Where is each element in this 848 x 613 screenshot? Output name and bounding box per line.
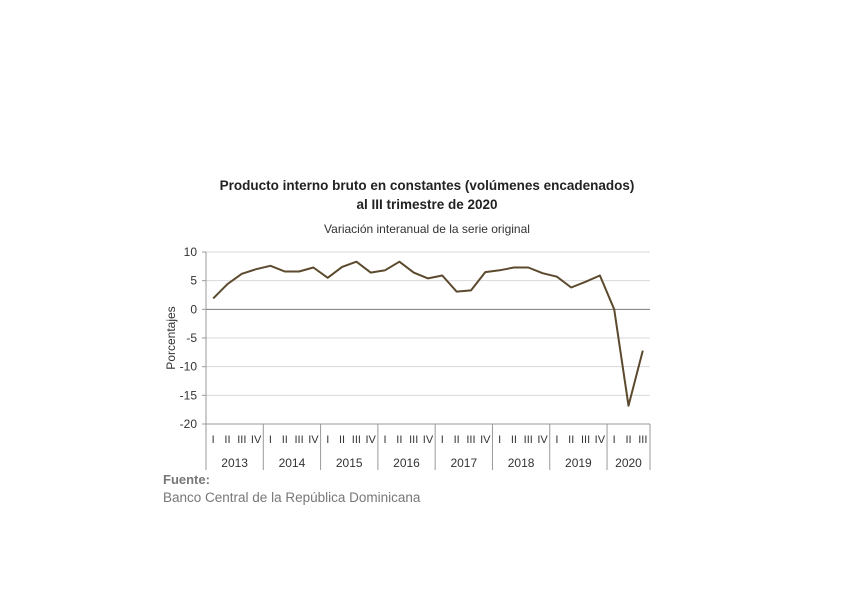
chart-title-line1: Producto interno bruto en constantes (vo… bbox=[219, 178, 635, 193]
quarter-tick-label: IV bbox=[537, 434, 548, 446]
chart-subtitle: Variación interanual de la serie origina… bbox=[324, 222, 530, 236]
quarter-tick-label: III bbox=[237, 434, 246, 446]
chart-title-line2: al III trimestre de 2020 bbox=[356, 197, 498, 212]
quarter-tick-label: IV bbox=[308, 434, 319, 446]
y-tick-label: 5 bbox=[190, 274, 197, 288]
quarter-tick-label: I bbox=[555, 434, 558, 446]
quarter-tick-label: I bbox=[384, 434, 387, 446]
quarter-tick-label: II bbox=[396, 434, 402, 446]
y-tick-label: 10 bbox=[184, 245, 198, 259]
year-label: 2016 bbox=[393, 456, 420, 470]
quarter-tick-label: II bbox=[224, 434, 230, 446]
y-tick-label: -15 bbox=[180, 388, 198, 402]
quarter-tick-label: II bbox=[625, 434, 631, 446]
source-text: Banco Central de la República Dominicana bbox=[163, 490, 421, 505]
quarter-tick-label: I bbox=[498, 434, 501, 446]
quarter-tick-label: I bbox=[212, 434, 215, 446]
quarter-tick-label: III bbox=[409, 434, 418, 446]
y-tick-label: -10 bbox=[180, 360, 198, 374]
source-label: Fuente: bbox=[163, 472, 210, 487]
year-label: 2020 bbox=[615, 456, 642, 470]
y-axis-label: Porcentajes bbox=[164, 306, 178, 369]
quarter-tick-label: II bbox=[511, 434, 517, 446]
year-label: 2018 bbox=[508, 456, 535, 470]
quarter-tick-label: I bbox=[441, 434, 444, 446]
quarter-tick-label: III bbox=[352, 434, 361, 446]
quarter-tick-label: IV bbox=[480, 434, 491, 446]
year-label: 2015 bbox=[336, 456, 363, 470]
quarter-tick-label: I bbox=[326, 434, 329, 446]
year-label: 2017 bbox=[450, 456, 477, 470]
quarter-tick-label: III bbox=[466, 434, 475, 446]
year-label: 2019 bbox=[565, 456, 592, 470]
y-tick-label: -5 bbox=[186, 331, 197, 345]
quarter-tick-label: III bbox=[581, 434, 590, 446]
year-label: 2014 bbox=[279, 456, 306, 470]
quarter-tick-label: IV bbox=[366, 434, 377, 446]
year-label: 2013 bbox=[221, 456, 248, 470]
series-line bbox=[212, 260, 644, 407]
quarter-tick-label: I bbox=[613, 434, 616, 446]
quarter-tick-label: II bbox=[339, 434, 345, 446]
quarter-tick-label: IV bbox=[423, 434, 434, 446]
y-tick-label: -20 bbox=[180, 417, 198, 431]
quarter-tick-label: II bbox=[282, 434, 288, 446]
quarter-tick-label: IV bbox=[595, 434, 606, 446]
quarter-tick-label: IV bbox=[251, 434, 262, 446]
quarter-tick-label: II bbox=[454, 434, 460, 446]
y-tick-label: 0 bbox=[190, 302, 197, 316]
quarter-tick-label: III bbox=[295, 434, 304, 446]
quarter-tick-label: II bbox=[568, 434, 574, 446]
quarter-tick-label: I bbox=[269, 434, 272, 446]
quarter-tick-label: III bbox=[638, 434, 647, 446]
quarter-tick-label: III bbox=[524, 434, 533, 446]
